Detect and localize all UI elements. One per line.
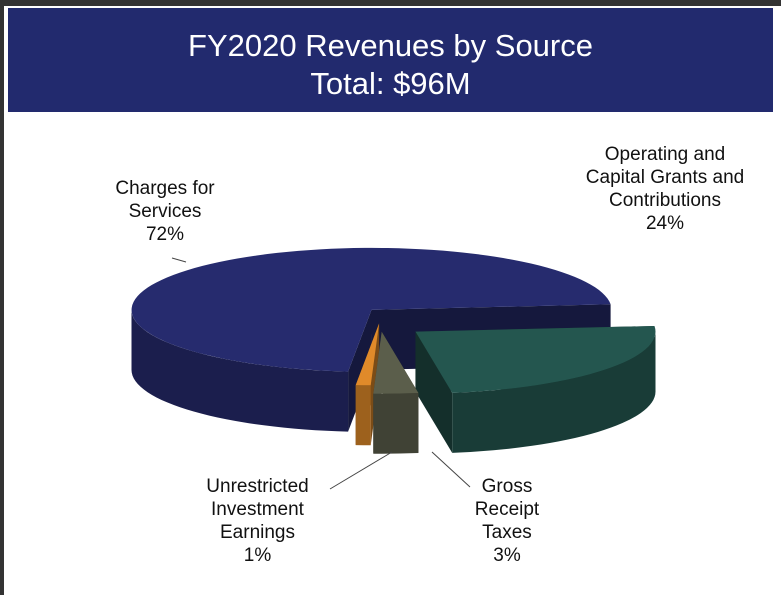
- value-label: 3%: [493, 545, 521, 566]
- pie: [131, 247, 656, 454]
- slice-label: Operating and Capital Grants and Contrib…: [585, 143, 745, 235]
- value-label: 1%: [243, 545, 272, 566]
- frame-top: [0, 0, 781, 6]
- slice-side: [452, 331, 656, 453]
- slice-label: Unrestricted Investment Earnings 1%: [185, 475, 330, 567]
- leader-line: [171, 257, 187, 263]
- chart-subtitle: Total: $96M: [310, 66, 471, 101]
- slice-label: Charges for Services 72%: [100, 177, 230, 246]
- slice-wall: [348, 309, 372, 432]
- slice-label: Gross Receipt Taxes 3%: [463, 475, 551, 567]
- leader-line: [329, 451, 393, 490]
- leader-line: [431, 451, 471, 488]
- slice: [415, 326, 656, 393]
- category-label: Unrestricted Investment Earnings: [206, 476, 309, 543]
- frame-left: [0, 0, 4, 595]
- title-bar: [8, 8, 773, 112]
- category-label: Operating and Capital Grants and Contrib…: [585, 144, 745, 211]
- slice: [355, 323, 380, 386]
- slice-side: [131, 309, 349, 432]
- slice-side: [355, 385, 371, 446]
- category-label: Gross Receipt Taxes: [474, 476, 540, 543]
- chart-title: FY2020 Revenues by Source: [188, 28, 593, 63]
- slice: [373, 331, 419, 394]
- slice: [131, 247, 611, 372]
- slice-side: [373, 393, 419, 454]
- value-label: 72%: [145, 224, 185, 245]
- category-label: Charges for Services: [115, 178, 215, 222]
- slice-wall: [415, 331, 453, 453]
- value-label: 24%: [645, 213, 685, 234]
